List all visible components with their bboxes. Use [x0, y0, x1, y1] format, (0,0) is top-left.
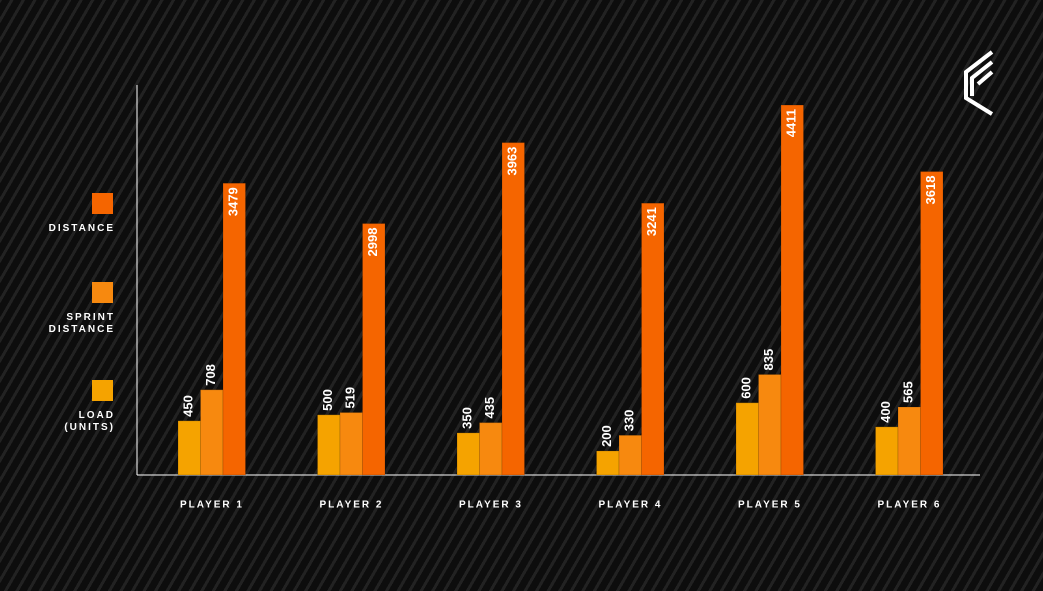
bar — [920, 171, 944, 476]
legend-label: SPRINT DISTANCE — [48, 312, 115, 335]
legend-label: DISTANCE — [48, 223, 115, 234]
bar — [222, 182, 246, 476]
bar — [362, 223, 386, 476]
value-label: 3479 — [226, 187, 241, 216]
legend-swatch — [92, 282, 113, 303]
bar — [177, 420, 201, 476]
value-label: 3618 — [923, 176, 938, 205]
value-label: 350 — [460, 407, 475, 429]
x-tick-label: PLAYER 6 — [878, 500, 942, 511]
value-label: 500 — [320, 389, 335, 411]
bar — [618, 434, 642, 476]
bar — [317, 414, 341, 476]
bar — [875, 426, 899, 476]
value-label: 400 — [878, 401, 893, 423]
x-tick-label: PLAYER 4 — [599, 500, 663, 511]
value-label: 835 — [761, 349, 776, 371]
value-label: 450 — [181, 395, 196, 417]
value-label: 3963 — [505, 147, 520, 176]
bar — [758, 373, 782, 476]
bar — [339, 412, 363, 476]
legend-swatch — [92, 380, 113, 401]
value-label: 708 — [203, 364, 218, 386]
x-tick-label: PLAYER 2 — [320, 500, 384, 511]
value-label: 330 — [622, 410, 637, 432]
legend-label: LOAD (UNITS) — [64, 410, 115, 433]
value-label: 435 — [482, 397, 497, 419]
value-label: 200 — [599, 425, 614, 447]
logo — [964, 50, 994, 116]
bar — [200, 389, 224, 476]
value-label: 600 — [739, 377, 754, 399]
bar — [479, 422, 503, 476]
bar — [641, 202, 665, 476]
bar — [456, 432, 480, 476]
x-tick-label: PLAYER 5 — [738, 500, 802, 511]
bar — [596, 450, 620, 476]
bar — [501, 142, 525, 476]
x-tick-label: PLAYER 3 — [459, 500, 523, 511]
value-label: 4411 — [784, 109, 799, 137]
x-tick-label: PLAYER 1 — [180, 500, 244, 511]
value-label: 565 — [901, 381, 916, 403]
bar — [735, 402, 759, 476]
value-label: 3241 — [644, 207, 659, 236]
bar — [897, 406, 921, 476]
legend-swatch — [92, 193, 113, 214]
bar — [780, 104, 804, 476]
value-label: 519 — [343, 387, 358, 409]
value-label: 2998 — [365, 228, 380, 257]
